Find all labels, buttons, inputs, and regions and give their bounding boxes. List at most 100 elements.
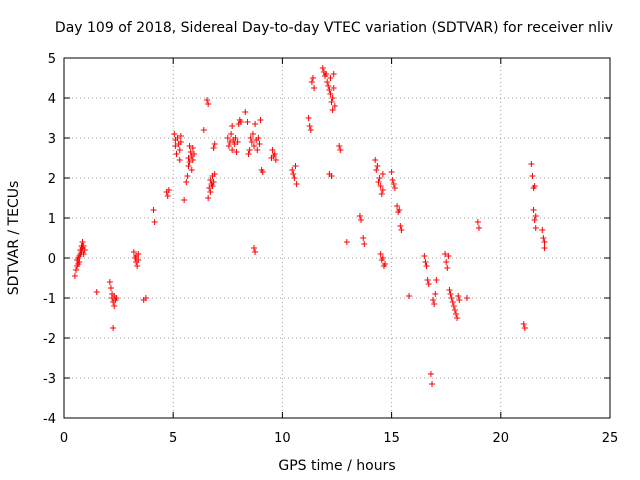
data-point-marker <box>377 251 384 257</box>
data-point-marker <box>456 297 463 303</box>
data-point-marker <box>382 261 389 267</box>
data-point-marker <box>255 135 262 141</box>
data-point-marker <box>186 143 193 149</box>
data-point-marker <box>242 109 249 115</box>
data-point-marker <box>130 249 137 255</box>
x-tick-label: 10 <box>274 431 291 446</box>
data-point-marker <box>79 239 86 245</box>
data-point-marker <box>185 163 192 169</box>
chart-title: Day 109 of 2018, Sidereal Day-to-day VTE… <box>55 20 613 36</box>
data-point-marker <box>224 135 231 141</box>
data-point-marker <box>539 227 546 233</box>
data-point-marker <box>390 181 397 187</box>
data-point-marker <box>406 293 413 299</box>
data-point-marker <box>376 175 383 181</box>
data-point-marker <box>520 321 527 327</box>
data-point-marker <box>308 79 315 85</box>
data-point-marker <box>455 293 462 299</box>
data-point-marker <box>443 259 450 265</box>
data-point-marker <box>430 297 437 303</box>
data-point-marker <box>176 157 183 163</box>
x-tick-label: 15 <box>383 431 400 446</box>
data-point-marker <box>81 247 88 253</box>
data-point-marker <box>451 307 458 313</box>
data-point-marker <box>248 139 255 145</box>
data-point-marker <box>447 291 454 297</box>
data-point-marker <box>307 127 314 133</box>
data-point-marker <box>249 131 256 137</box>
data-point-marker <box>427 371 434 377</box>
data-point-marker <box>329 95 336 101</box>
data-point-marker <box>234 139 241 145</box>
data-point-marker <box>111 303 118 309</box>
data-point-marker <box>425 281 432 287</box>
data-point-marker <box>474 219 481 225</box>
y-tick-label: -2 <box>43 332 56 347</box>
data-point-marker <box>181 197 188 203</box>
data-point-marker <box>432 291 439 297</box>
data-point-marker <box>256 141 263 147</box>
data-point-marker <box>396 207 403 213</box>
y-axis-label: SDTVAR / TECUs <box>6 181 22 296</box>
data-point-marker <box>211 171 218 177</box>
data-point-marker <box>185 155 192 161</box>
data-point-marker <box>397 223 404 229</box>
plot-frame <box>63 57 611 419</box>
data-point-marker <box>323 71 330 77</box>
data-point-marker <box>207 177 214 183</box>
data-point-marker <box>291 175 298 181</box>
axis-ticks <box>63 57 611 419</box>
data-point-marker <box>328 99 335 105</box>
data-point-marker <box>206 185 213 191</box>
data-point-marker <box>305 115 312 121</box>
data-point-marker <box>331 103 338 109</box>
data-point-marker <box>164 193 171 199</box>
data-point-marker <box>529 173 536 179</box>
data-point-marker <box>319 65 326 71</box>
data-point-marker <box>183 179 190 185</box>
data-point-marker <box>245 151 252 157</box>
data-point-marker <box>225 143 232 149</box>
data-point-marker <box>173 151 180 157</box>
data-markers <box>71 65 548 387</box>
data-point-marker <box>80 251 87 257</box>
data-point-marker <box>306 123 313 129</box>
x-tick-label: 0 <box>60 431 68 446</box>
data-point-marker <box>442 251 449 257</box>
data-point-marker <box>205 101 212 107</box>
data-point-marker <box>251 245 258 251</box>
data-point-marker <box>377 183 384 189</box>
data-point-marker <box>463 295 470 301</box>
data-point-marker <box>324 79 331 85</box>
data-point-marker <box>423 263 430 269</box>
data-point-marker <box>142 295 149 301</box>
data-point-marker <box>200 127 207 133</box>
data-point-marker <box>134 263 141 269</box>
data-point-marker <box>176 147 183 153</box>
data-point-marker <box>309 75 316 81</box>
y-tick-labels: -4 -3 -2 -1 0 1 2 3 4 5 <box>43 52 56 427</box>
x-tick-label: 20 <box>493 431 510 446</box>
data-point-marker <box>398 227 405 233</box>
data-point-marker <box>328 173 335 179</box>
data-point-marker <box>174 135 181 141</box>
data-point-marker <box>540 235 547 241</box>
data-point-marker <box>210 179 217 185</box>
data-point-marker <box>190 151 197 157</box>
data-point-marker <box>356 213 363 219</box>
data-point-marker <box>189 145 196 151</box>
data-point-marker <box>205 195 212 201</box>
data-point-marker <box>259 169 266 175</box>
data-point-marker <box>272 157 279 163</box>
data-point-marker <box>233 149 240 155</box>
data-point-marker <box>80 243 87 249</box>
data-point-marker <box>207 189 214 195</box>
y-tick-label: -4 <box>43 412 56 427</box>
data-point-marker <box>292 163 299 169</box>
data-point-marker <box>431 301 438 307</box>
data-point-marker <box>454 315 461 321</box>
data-point-marker <box>171 131 178 137</box>
data-point-marker <box>422 259 429 265</box>
data-point-marker <box>532 213 539 219</box>
data-point-marker <box>229 147 236 153</box>
